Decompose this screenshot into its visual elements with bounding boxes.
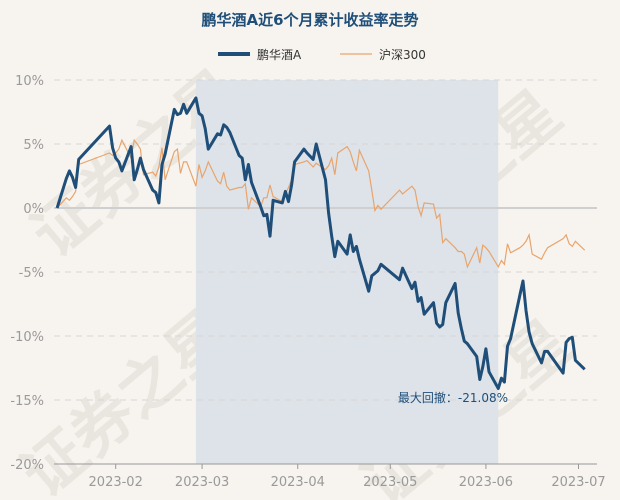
legend: 鹏华酒A 沪深300 (218, 48, 426, 62)
y-tick-label-0: 10% (15, 74, 44, 89)
series-line-hs300 (56, 138, 586, 269)
y-tick-label-3: -5% (19, 266, 44, 281)
x-tick-label-5: 2023-07 (551, 475, 605, 490)
chart-title: 鹏华酒A近6个月累计收益率走势 (201, 11, 418, 29)
legend-label-hs300: 沪深300 (379, 48, 426, 62)
y-tick-label-2: 0% (23, 202, 44, 217)
x-tick-label-4: 2023-06 (459, 475, 513, 490)
x-axis-ticks: 2023-02 2023-03 2023-04 2023-05 2023-06 2023-… (89, 464, 606, 490)
y-axis-ticks: 10% 5% 0% -5% -10% -15% -20% (10, 74, 44, 473)
series-line-fund (55, 96, 586, 390)
legend-label-fund: 鹏华酒A (257, 48, 302, 62)
y-tick-label-4: -10% (10, 330, 44, 345)
y-tick-label-6: -20% (10, 458, 44, 473)
y-tick-label-5: -15% (10, 394, 44, 409)
x-tick-label-3: 2023-05 (363, 475, 417, 490)
x-tick-label-2: 2023-04 (271, 475, 325, 490)
max-drawdown-label: 最大回撤：-21.08% (398, 390, 508, 405)
x-tick-label-0: 2023-02 (89, 475, 143, 490)
x-tick-label-1: 2023-03 (175, 475, 229, 490)
y-tick-label-1: 5% (23, 138, 44, 153)
